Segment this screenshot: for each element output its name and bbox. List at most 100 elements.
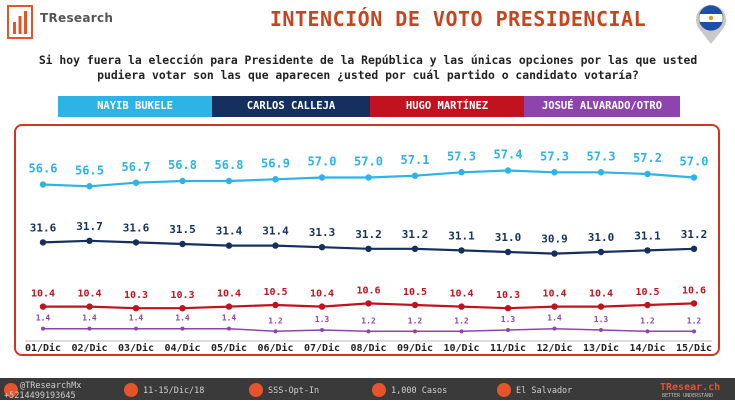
data-label: 1.4 bbox=[175, 314, 190, 323]
data-point bbox=[86, 303, 93, 310]
data-label: 56.9 bbox=[261, 156, 290, 170]
data-point bbox=[458, 303, 465, 310]
data-point bbox=[39, 181, 47, 188]
data-point bbox=[458, 169, 465, 176]
data-point bbox=[551, 250, 558, 257]
data-label: 1.2 bbox=[454, 316, 469, 325]
footer-tagline: BETTER UNDERSTAND bbox=[662, 393, 714, 399]
data-point bbox=[411, 172, 419, 179]
data-label: 31.6 bbox=[123, 221, 150, 234]
data-point bbox=[644, 170, 651, 178]
line-chart: 56.6 56.5 56.7 56.8 56.8 56.9 57.0 57.0 57.1 57.3… bbox=[25, 148, 712, 355]
data-label: 57.0 bbox=[308, 155, 337, 169]
data-point bbox=[39, 239, 47, 246]
data-label: 56.6 bbox=[29, 162, 58, 176]
data-point bbox=[597, 248, 605, 256]
data-point bbox=[551, 303, 558, 310]
data-label: 57.1 bbox=[401, 153, 430, 167]
data-point bbox=[504, 248, 512, 256]
data-label: 1.4 bbox=[222, 314, 237, 323]
footer-dates: 11-15/Dic/18 bbox=[143, 386, 205, 396]
location-icon bbox=[497, 383, 511, 397]
footer-place: El Salvador bbox=[516, 386, 573, 396]
data-point bbox=[366, 329, 371, 334]
data-point bbox=[551, 169, 558, 176]
x-tick-label: 13/Dic bbox=[583, 342, 619, 354]
legend-item-alvarado: JOSUÉ ALVARADO/OTRO bbox=[524, 96, 680, 117]
method-icon bbox=[249, 383, 263, 397]
data-point bbox=[86, 183, 93, 190]
data-point bbox=[179, 305, 186, 312]
data-point bbox=[459, 329, 464, 334]
data-point bbox=[132, 179, 140, 186]
data-point bbox=[318, 303, 326, 310]
data-point bbox=[39, 303, 47, 310]
data-point bbox=[506, 328, 510, 332]
data-point bbox=[318, 244, 326, 251]
data-label: 31.4 bbox=[262, 225, 289, 238]
data-label: 56.7 bbox=[122, 160, 151, 174]
data-point bbox=[458, 247, 465, 254]
data-point bbox=[644, 301, 651, 309]
footer-sample: 1,000 Casos bbox=[391, 386, 448, 396]
x-tick-label: 11/Dic bbox=[490, 342, 526, 354]
data-point bbox=[690, 300, 698, 307]
survey-question: Si hoy fuera la elección para Presidente… bbox=[38, 53, 698, 82]
footer-phone: +5214499193645 bbox=[4, 391, 76, 401]
data-point bbox=[41, 326, 45, 331]
tresearch-logo-icon bbox=[7, 5, 33, 39]
data-label: 31.3 bbox=[309, 226, 336, 239]
data-label: 56.8 bbox=[215, 158, 244, 172]
data-point bbox=[318, 174, 326, 181]
data-label: 1.3 bbox=[594, 315, 609, 324]
data-label: 1.4 bbox=[36, 314, 51, 323]
data-label: 10.6 bbox=[356, 285, 380, 296]
data-label: 10.3 bbox=[170, 290, 194, 301]
brand-name: TResearch bbox=[40, 11, 114, 25]
data-label: 1.2 bbox=[361, 316, 376, 325]
x-tick-label: 15/Dic bbox=[676, 342, 712, 354]
x-tick-label: 03/Dic bbox=[118, 342, 154, 354]
data-label: 10.4 bbox=[310, 289, 334, 300]
data-point bbox=[504, 167, 512, 174]
data-label: 1.4 bbox=[129, 314, 144, 323]
data-label: 1.2 bbox=[687, 316, 702, 325]
data-label: 10.4 bbox=[217, 289, 241, 300]
legend-item-bukele: NAYIB BUKELE bbox=[58, 96, 212, 117]
data-point bbox=[320, 328, 324, 332]
chart-legend: NAYIB BUKELE CARLOS CALLEJA HUGO MARTÍNE… bbox=[58, 96, 680, 117]
footer-method: SSS-Opt-In bbox=[268, 386, 320, 396]
data-label: 1.3 bbox=[315, 315, 330, 324]
data-label: 10.3 bbox=[124, 290, 148, 301]
data-point bbox=[365, 245, 372, 252]
page-title: INTENCIÓN DE VOTO PRESIDENCIAL bbox=[269, 7, 647, 31]
data-point bbox=[272, 176, 279, 183]
data-point bbox=[225, 303, 233, 310]
data-label: 10.5 bbox=[263, 287, 287, 298]
x-tick-label: 02/Dic bbox=[71, 342, 107, 354]
data-point bbox=[180, 326, 185, 331]
data-label: 31.1 bbox=[634, 229, 661, 242]
data-point bbox=[597, 169, 605, 176]
data-label: 31.0 bbox=[588, 231, 615, 244]
data-point bbox=[597, 303, 605, 310]
data-label: 57.3 bbox=[587, 149, 616, 163]
data-label: 31.2 bbox=[402, 228, 429, 241]
data-label: 10.4 bbox=[589, 289, 613, 300]
data-point bbox=[225, 177, 233, 185]
footer: @TResearchMx +5214499193645 11-15/Dic/18… bbox=[0, 378, 735, 401]
data-label: 56.5 bbox=[75, 163, 104, 177]
data-label: 31.5 bbox=[169, 223, 196, 236]
data-label: 10.6 bbox=[682, 285, 706, 296]
data-label: 10.4 bbox=[449, 289, 473, 300]
x-tick-label: 06/Dic bbox=[257, 342, 293, 354]
x-tick-label: 14/Dic bbox=[629, 342, 665, 354]
x-tick-label: 04/Dic bbox=[164, 342, 200, 354]
data-label: 31.0 bbox=[495, 231, 522, 244]
x-tick-label: 05/Dic bbox=[211, 342, 247, 354]
data-point bbox=[134, 326, 138, 331]
data-point bbox=[690, 245, 698, 252]
data-label: 1.4 bbox=[547, 314, 562, 323]
data-point bbox=[411, 301, 419, 309]
data-label: 31.2 bbox=[355, 228, 382, 241]
